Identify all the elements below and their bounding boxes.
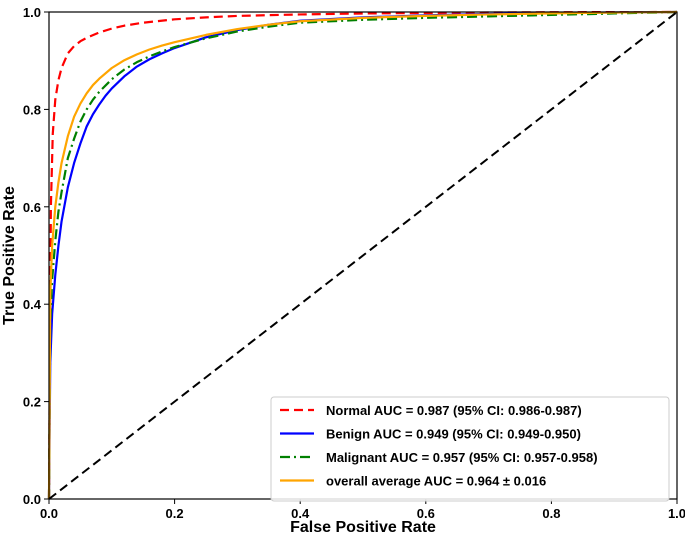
series-line-chance-diagonal [48,11,678,500]
x-tick-label: 0.4 [291,506,310,521]
y-tick-label: 0.6 [23,200,41,215]
series-line-overall [47,10,678,500]
legend: Normal AUC = 0.987 (95% CI: 0.986-0.987)… [270,396,670,502]
legend-label-malignant: Malignant AUC = 0.957 (95% CI: 0.957-0.9… [326,450,598,465]
x-tick-label: 1.0 [668,506,685,521]
y-tick-label: 0.8 [23,102,41,117]
y-tick-label: 0.2 [23,395,41,410]
y-tick-label: 0.0 [23,492,41,507]
plot-area [47,10,678,500]
tick-group: 0.0 0.2 0.4 0.6 0.8 1.0 0.0 0.2 0.4 0.6 0.8 1.0 [23,5,685,521]
y-tick-label: 0.4 [23,297,42,312]
series-line-normal [47,10,678,500]
x-tick-label: 0.0 [40,506,58,521]
y-axis-label: True Positive Rate [1,186,18,325]
series-line-malignant [47,10,678,500]
legend-label-normal: Normal AUC = 0.987 (95% CI: 0.986-0.987) [326,403,582,418]
x-axis-label: False Positive Rate [290,519,436,536]
legend-box [270,396,670,502]
legend-label-overall: overall average AUC = 0.964 ± 0.016 [326,474,546,489]
x-tick-label: 0.6 [417,506,435,521]
x-tick-label: 0.8 [542,506,560,521]
y-tick-label: 1.0 [23,5,41,20]
legend-label-benign: Benign AUC = 0.949 (95% CI: 0.949-0.950) [326,427,581,442]
x-tick-label: 0.2 [166,506,184,521]
